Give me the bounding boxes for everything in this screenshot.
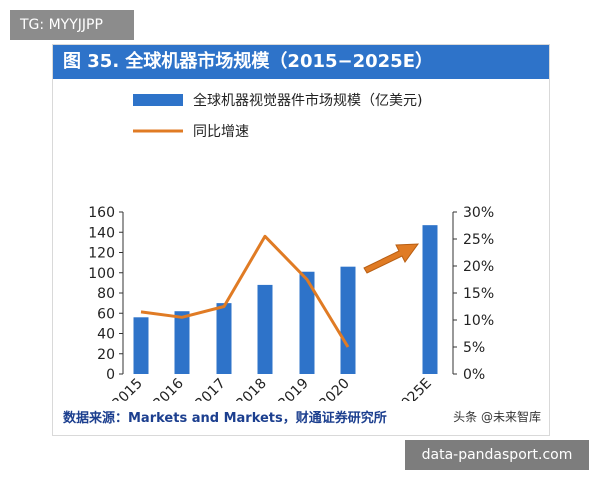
figure-title: 图 35. 全球机器市场规模（2015−2025E） xyxy=(53,45,549,79)
bar xyxy=(340,266,356,374)
y-left-tick-label: 60 xyxy=(97,306,115,322)
y-left-tick-label: 160 xyxy=(88,205,115,221)
legend-bar-swatch xyxy=(133,94,183,106)
figure-panel: 图 35. 全球机器市场规模（2015−2025E） 全球机器视觉器件市场规模（… xyxy=(52,44,550,436)
legend-bar-label: 全球机器视觉器件市场规模（亿美元) xyxy=(193,92,422,109)
chart: 全球机器视觉器件市场规模（亿美元) 同比增速 0 20 40 60 80 100 120 14… xyxy=(88,92,494,401)
y-left-tick-label: 40 xyxy=(97,327,115,343)
bar xyxy=(299,271,315,374)
x-tick-label: 2019 xyxy=(275,376,312,401)
y-left-tick-label: 80 xyxy=(97,286,115,302)
legend-line-label: 同比增速 xyxy=(193,124,249,140)
y-left-tick-label: 120 xyxy=(88,246,115,262)
arrow-icon xyxy=(363,243,420,274)
bar xyxy=(174,311,190,374)
bar xyxy=(216,303,232,374)
y-left-tick-label: 140 xyxy=(88,225,115,241)
watermark-bottom-right: data-pandasport.com xyxy=(405,440,589,470)
y-right-tick-label: 0% xyxy=(463,367,485,383)
y-left-tick-label: 100 xyxy=(88,266,115,282)
bar xyxy=(133,317,149,374)
legend: 全球机器视觉器件市场规模（亿美元) 同比增速 xyxy=(133,92,422,140)
x-tick-label: 2017 xyxy=(192,376,229,401)
y-left-tick-label: 0 xyxy=(106,367,115,383)
y-left-tick-label: 20 xyxy=(97,347,115,363)
annotation-arrow xyxy=(363,243,420,274)
y-right-tick-label: 15% xyxy=(463,286,494,302)
y-right-tick-label: 25% xyxy=(463,232,494,248)
bar xyxy=(422,225,438,374)
credit-note: 头条 @未来智库 xyxy=(453,410,541,424)
bars xyxy=(133,225,438,374)
x-tick-label: 2020 xyxy=(316,376,353,401)
y-right-tick-label: 10% xyxy=(463,313,494,329)
bar xyxy=(257,284,273,374)
x-tick-label: 2018 xyxy=(233,376,270,401)
x-tick-label: 2025E xyxy=(392,376,435,401)
y-right-tick-label: 30% xyxy=(463,205,494,221)
x-tick-label: 2016 xyxy=(150,375,187,401)
watermark-top-left: TG: MYYJJPP xyxy=(10,10,134,40)
growth-line-path xyxy=(140,234,350,348)
y-right-tick-label: 5% xyxy=(463,340,485,356)
y-right-tick-label: 20% xyxy=(463,259,494,275)
source-note: 数据来源：Markets and Markets，财通证券研究所 xyxy=(63,411,387,426)
growth-line xyxy=(140,234,350,348)
